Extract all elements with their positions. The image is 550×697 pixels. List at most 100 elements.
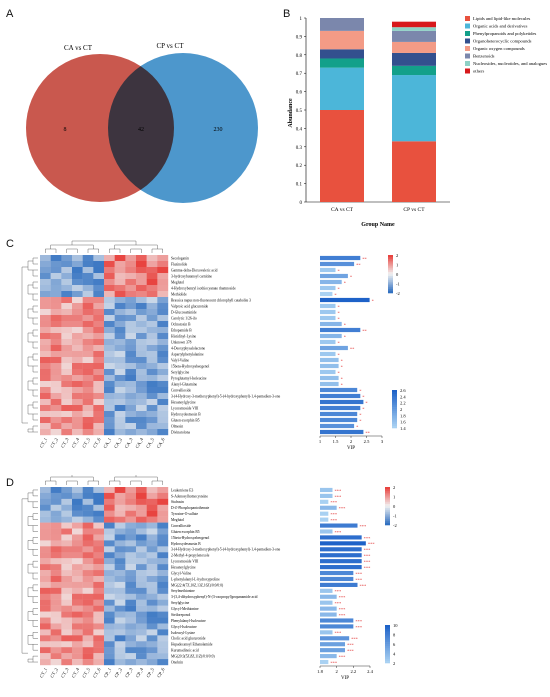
heatmap-cell bbox=[72, 255, 83, 262]
heatmap-metabolite-label: Glycyl-Isoleucine bbox=[171, 625, 197, 629]
stacked-bar-segment bbox=[392, 21, 436, 28]
heatmap-cell bbox=[136, 387, 147, 394]
heatmap-cell bbox=[125, 393, 137, 400]
heatmap-cell bbox=[136, 375, 147, 382]
heatmap-cell bbox=[157, 659, 169, 666]
heatmap-cell bbox=[114, 546, 126, 553]
z-legend-tick-label: 0 bbox=[396, 272, 399, 277]
heatmap-cell bbox=[125, 405, 137, 412]
vip-significance: *** bbox=[364, 554, 372, 559]
dendrogram-branch bbox=[27, 428, 33, 433]
vip-bar bbox=[320, 375, 339, 381]
heatmap-cell bbox=[72, 363, 83, 370]
heatmap-sample-label: CT_6 bbox=[92, 436, 102, 448]
heatmap-metabolite-label: Gluten exorphin B5 bbox=[171, 530, 200, 534]
heatmap-cell bbox=[93, 345, 105, 352]
column-dendrogram bbox=[45, 475, 163, 485]
heatmap-cell bbox=[136, 617, 147, 624]
vip-significance: *** bbox=[355, 625, 363, 630]
vip-legend-step bbox=[385, 655, 390, 658]
heatmap-cell bbox=[82, 564, 94, 571]
dendrogram-branch bbox=[27, 260, 33, 271]
heatmap-cell bbox=[82, 570, 94, 577]
vip-significance: * bbox=[341, 382, 344, 387]
heatmap-cell bbox=[125, 315, 137, 322]
dendrogram-branch bbox=[71, 475, 137, 477]
heatmap-cell bbox=[104, 504, 115, 511]
heatmap-cell bbox=[93, 261, 105, 268]
heatmap-cell bbox=[93, 593, 105, 600]
z-legend-tick-label: 1 bbox=[396, 263, 398, 268]
heatmap-cell bbox=[40, 522, 51, 529]
heatmap-cell bbox=[104, 303, 115, 310]
heatmap-cell bbox=[50, 558, 62, 565]
dendrogram-branch bbox=[66, 480, 78, 485]
heatmap-cell bbox=[40, 291, 51, 298]
heatmap-cell bbox=[136, 647, 147, 654]
heatmap-metabolite-label: Carolytic 1/26-ifo bbox=[171, 316, 197, 320]
heatmap-cell bbox=[114, 576, 126, 583]
vip-bar bbox=[320, 570, 354, 576]
heatmap-cell bbox=[82, 605, 94, 612]
heatmap-cell bbox=[82, 611, 94, 618]
vip-legend-step bbox=[392, 403, 397, 406]
heatmap-cell bbox=[104, 558, 115, 565]
heatmap-cell bbox=[157, 423, 169, 430]
heatmap-cell bbox=[114, 285, 126, 292]
stacked-legend-swatch bbox=[465, 61, 470, 66]
heatmap-cell bbox=[40, 629, 51, 636]
heatmap-cell bbox=[104, 659, 115, 666]
heatmap-cell bbox=[136, 540, 147, 547]
heatmap-cell bbox=[136, 534, 147, 541]
vip-legend-step bbox=[385, 630, 390, 633]
heatmap-cell bbox=[50, 546, 62, 553]
stacked-y-axis-label: Abundance bbox=[288, 98, 294, 128]
heatmap-cell bbox=[82, 351, 94, 358]
heatmap-cell bbox=[146, 345, 158, 352]
heatmap-cell bbox=[61, 267, 73, 274]
heatmap-cell bbox=[61, 546, 73, 553]
vip-significance: *** bbox=[339, 654, 347, 659]
vip-legend-tick-label: 2 bbox=[400, 407, 402, 412]
dendrogram-branch bbox=[27, 284, 33, 295]
heatmap-cell bbox=[40, 393, 51, 400]
heatmap-cell bbox=[93, 617, 105, 624]
heatmap-cell bbox=[157, 267, 169, 274]
heatmap-cell bbox=[40, 423, 51, 430]
heatmap-cell bbox=[82, 375, 94, 382]
heatmap-cell bbox=[40, 611, 51, 618]
vip-legend-step bbox=[385, 657, 390, 660]
heatmap-cell bbox=[136, 564, 147, 571]
z-legend-tick-label: 2 bbox=[393, 485, 395, 490]
heatmap-cell bbox=[146, 599, 158, 606]
heatmap-cell bbox=[40, 267, 51, 274]
heatmap-cell bbox=[82, 641, 94, 648]
heatmap-cell bbox=[136, 599, 147, 606]
heatmap-cell bbox=[136, 635, 147, 642]
heatmap-cell bbox=[50, 411, 62, 418]
heatmap-metabolite-label: D-4'-Phosphopantothenate bbox=[171, 506, 210, 510]
heatmap-cell bbox=[40, 369, 51, 376]
heatmap-cell bbox=[72, 516, 83, 523]
heatmap-cell bbox=[50, 381, 62, 388]
stacked-legend-label: Phenylpropanoids and polyketides bbox=[473, 31, 536, 36]
heatmap-cell bbox=[125, 528, 137, 535]
heatmap-cell bbox=[61, 405, 73, 412]
vip-legend-step bbox=[392, 395, 397, 398]
heatmap-cell bbox=[50, 321, 62, 328]
heatmap-cell bbox=[40, 487, 51, 494]
heatmap-metabolite-label: Olmesin bbox=[171, 424, 183, 428]
z-legend-step bbox=[388, 291, 393, 294]
heatmap-cell bbox=[104, 570, 115, 577]
heatmap-cell bbox=[136, 345, 147, 352]
heatmap-cell bbox=[104, 581, 115, 589]
venn-count-ca-only: 8 bbox=[64, 127, 67, 133]
heatmap-cell bbox=[50, 552, 62, 559]
heatmap-sample-label: CT_3 bbox=[60, 436, 70, 448]
stacked-y-tick-label: 0.2 bbox=[296, 164, 303, 169]
heatmap-cell bbox=[40, 641, 51, 648]
vip-legend-step bbox=[392, 407, 397, 410]
dendrogram-branch bbox=[32, 401, 38, 409]
heatmap-cell bbox=[104, 255, 115, 262]
heatmap-cell bbox=[93, 641, 105, 648]
